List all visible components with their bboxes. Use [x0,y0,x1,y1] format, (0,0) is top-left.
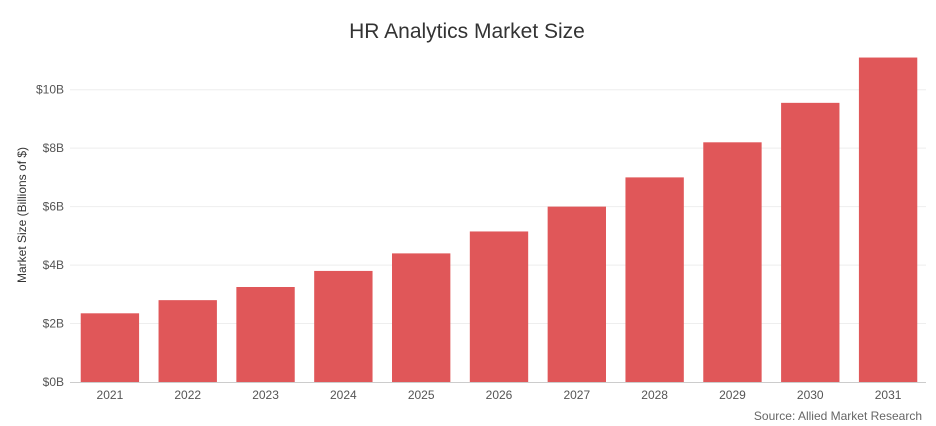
x-tick-label: 2028 [641,388,668,402]
bar-2024 [314,270,373,382]
y-tick-label: $8B [43,141,64,155]
bar-2029 [703,142,762,382]
x-tick-label: 2026 [486,388,513,402]
x-tick-label: 2022 [174,388,201,402]
bars [80,57,918,383]
bar-2027 [547,206,606,382]
x-tick-label: 2025 [408,388,435,402]
chart-title: HR Analytics Market Size [349,20,585,43]
x-tick-label: 2027 [563,388,590,402]
y-tick-label: $10B [36,83,64,97]
y-tick-label: $2B [43,317,64,331]
y-axis-ticks: $0B $2B $4B $6B $8B $10B [36,83,64,389]
y-axis-label: Market Size (Billions of $) [15,147,29,283]
bar-2031 [858,57,918,383]
x-tick-label: 2024 [330,388,357,402]
y-tick-label: $4B [43,258,64,272]
y-tick-label: $0B [43,375,64,389]
x-tick-label: 2029 [719,388,746,402]
bar-2021 [80,313,140,382]
bar-2022 [158,300,217,382]
bar-2023 [236,287,295,382]
x-tick-label: 2023 [252,388,279,402]
bar-2028 [625,177,684,382]
bar-2025 [392,253,451,382]
y-tick-label: $6B [43,200,64,214]
x-tick-label: 2021 [97,388,124,402]
x-tick-label: 2031 [875,388,902,402]
x-axis-ticks: 2021 2022 2023 2024 2025 2026 2027 2028 2029 2030… [97,388,902,402]
bar-2026 [469,231,529,382]
x-tick-label: 2030 [797,388,824,402]
source-note: Source: Allied Market Research [754,409,922,423]
bar-2030 [781,102,840,382]
